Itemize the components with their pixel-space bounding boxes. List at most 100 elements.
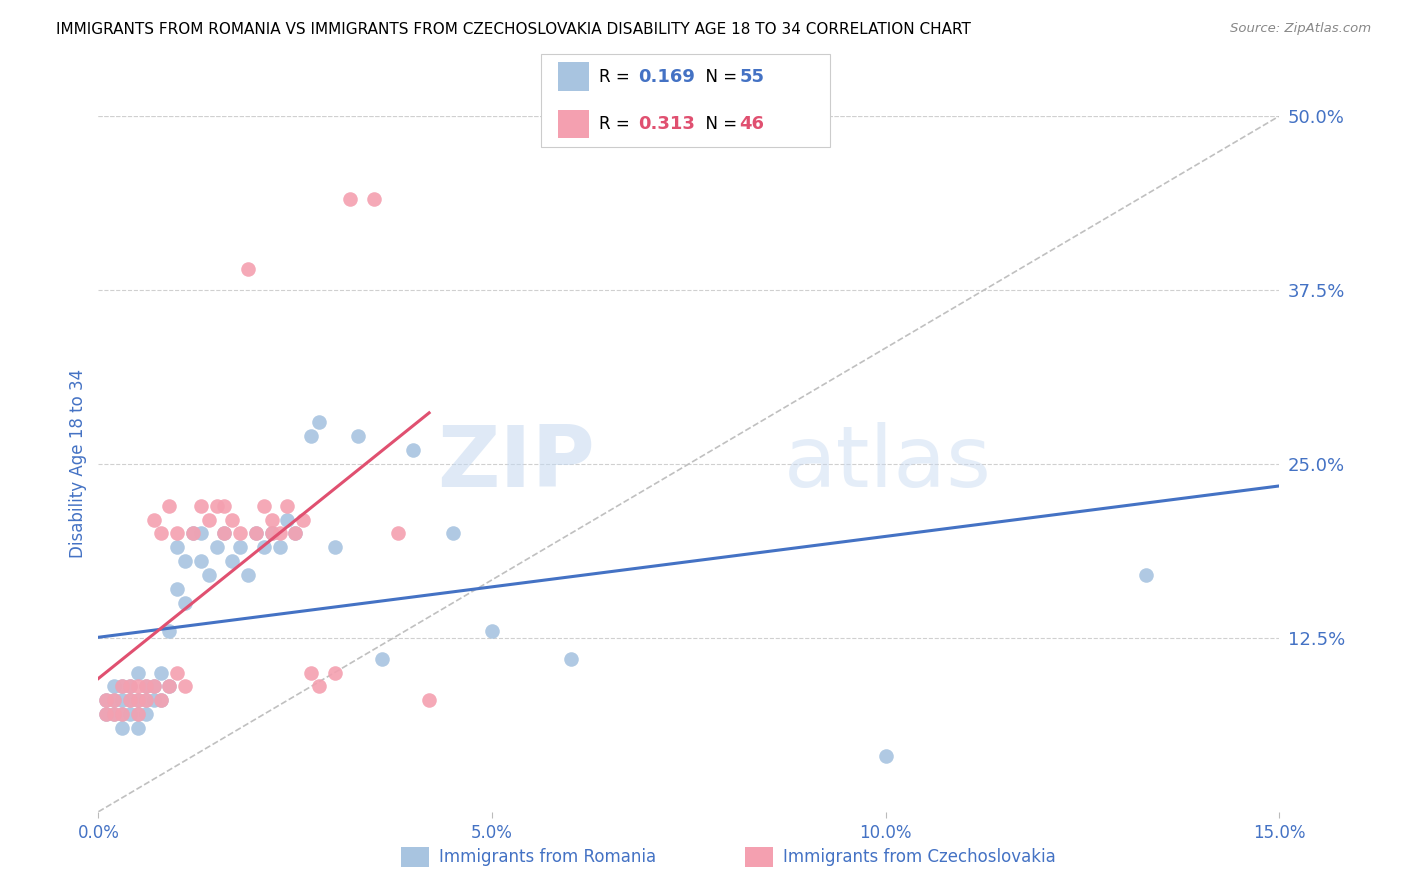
Point	[205, 541, 228, 555]
Point	[166, 665, 188, 680]
Point	[299, 429, 322, 443]
Point	[236, 568, 259, 582]
Text: Immigrants from Romania: Immigrants from Romania	[439, 848, 655, 866]
Point	[402, 442, 425, 457]
Point	[118, 693, 141, 707]
Point	[174, 680, 197, 694]
Point	[284, 526, 307, 541]
Point	[339, 193, 361, 207]
Point	[441, 526, 464, 541]
Point	[103, 707, 125, 722]
Point	[150, 693, 173, 707]
Point	[142, 693, 165, 707]
Point	[181, 526, 204, 541]
Point	[127, 693, 149, 707]
Point	[118, 680, 141, 694]
Point	[135, 680, 157, 694]
Point	[111, 721, 134, 735]
Text: R =: R =	[599, 115, 636, 133]
Point	[418, 693, 440, 707]
Point	[166, 582, 188, 596]
Text: 46: 46	[740, 115, 765, 133]
Point	[103, 680, 125, 694]
Point	[308, 415, 330, 429]
Point	[205, 499, 228, 513]
Point	[190, 526, 212, 541]
Point	[269, 526, 291, 541]
Point	[181, 526, 204, 541]
Point	[221, 554, 243, 568]
Point	[260, 526, 283, 541]
Text: atlas: atlas	[783, 422, 991, 506]
Point	[166, 541, 188, 555]
Point	[96, 693, 118, 707]
Point	[245, 526, 267, 541]
Point	[323, 541, 346, 555]
Point	[111, 680, 134, 694]
Point	[190, 499, 212, 513]
Point	[118, 680, 141, 694]
Text: Source: ZipAtlas.com: Source: ZipAtlas.com	[1230, 22, 1371, 36]
Point	[363, 193, 385, 207]
Point	[197, 512, 219, 526]
Point	[118, 693, 141, 707]
Text: IMMIGRANTS FROM ROMANIA VS IMMIGRANTS FROM CZECHOSLOVAKIA DISABILITY AGE 18 TO 3: IMMIGRANTS FROM ROMANIA VS IMMIGRANTS FR…	[56, 22, 972, 37]
Point	[229, 526, 252, 541]
Point	[292, 512, 315, 526]
Point	[127, 665, 149, 680]
Point	[245, 526, 267, 541]
Point	[103, 693, 125, 707]
Point	[481, 624, 503, 638]
Point	[157, 680, 180, 694]
Point	[174, 554, 197, 568]
Point	[142, 680, 165, 694]
Point	[157, 499, 180, 513]
Point	[135, 693, 157, 707]
Point	[253, 541, 276, 555]
Point	[875, 749, 897, 764]
Text: R =: R =	[599, 68, 636, 86]
Point	[276, 499, 298, 513]
Point	[221, 512, 243, 526]
Point	[214, 499, 236, 513]
Point	[260, 512, 283, 526]
Point	[142, 680, 165, 694]
Point	[253, 499, 276, 513]
Point	[174, 596, 197, 610]
Point	[347, 429, 370, 443]
Point	[276, 512, 298, 526]
Point	[229, 541, 252, 555]
Point	[96, 707, 118, 722]
Point	[111, 693, 134, 707]
Text: 55: 55	[740, 68, 765, 86]
Point	[135, 707, 157, 722]
Point	[157, 680, 180, 694]
Point	[214, 526, 236, 541]
Point	[236, 262, 259, 277]
Point	[197, 568, 219, 582]
Text: N =: N =	[695, 68, 742, 86]
Point	[142, 512, 165, 526]
Point	[118, 707, 141, 722]
Point	[135, 693, 157, 707]
Point	[127, 680, 149, 694]
Point	[150, 526, 173, 541]
Text: Immigrants from Czechoslovakia: Immigrants from Czechoslovakia	[783, 848, 1056, 866]
Point	[387, 526, 409, 541]
Point	[111, 707, 134, 722]
Point	[96, 707, 118, 722]
Point	[560, 651, 582, 665]
Point	[299, 665, 322, 680]
Point	[103, 707, 125, 722]
Point	[269, 541, 291, 555]
Point	[127, 693, 149, 707]
Point	[214, 526, 236, 541]
Point	[1135, 568, 1157, 582]
Point	[260, 526, 283, 541]
Point	[135, 680, 157, 694]
Point	[127, 721, 149, 735]
Point	[127, 707, 149, 722]
Point	[166, 526, 188, 541]
Point	[150, 693, 173, 707]
Text: 0.313: 0.313	[638, 115, 695, 133]
